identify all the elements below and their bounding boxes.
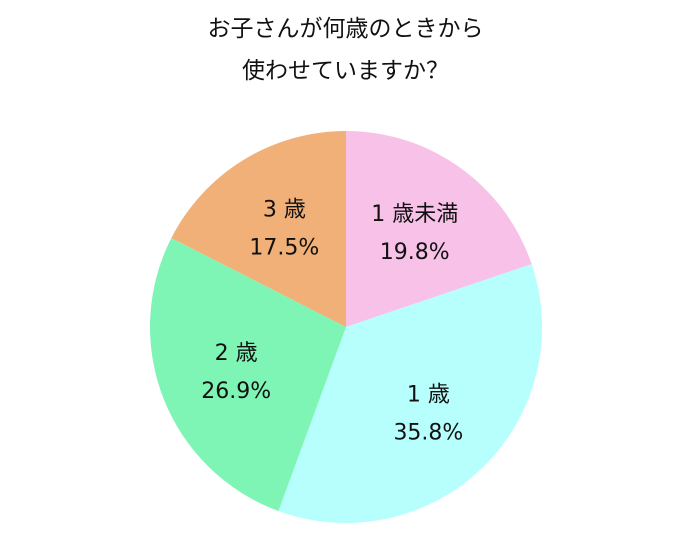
slice-label-1: 1 歳未満 — [371, 202, 458, 227]
slice-label-4: 3 歳 — [263, 197, 306, 222]
pie-slice-3 — [149, 238, 346, 511]
chart-title: お子さんが何歳のときから 使わせていますか？ — [0, 8, 691, 92]
slice-label-3: 2 歳 — [215, 341, 258, 366]
chart-title-line-2: 使わせていますか？ — [242, 58, 449, 84]
slice-value-label-4: 17.5% — [249, 235, 319, 260]
slice-label-2: 1 歳 — [407, 382, 450, 407]
pie-slice-4 — [171, 131, 346, 327]
pie-slice-1 — [346, 131, 532, 327]
slice-value-label-1: 19.8% — [380, 240, 450, 265]
slice-value-label-2: 35.8% — [393, 420, 463, 445]
chart-title-line-1: お子さんが何歳のときから — [207, 16, 484, 42]
slice-value-label-3: 26.9% — [201, 379, 271, 404]
pie-slice-2 — [278, 264, 542, 523]
